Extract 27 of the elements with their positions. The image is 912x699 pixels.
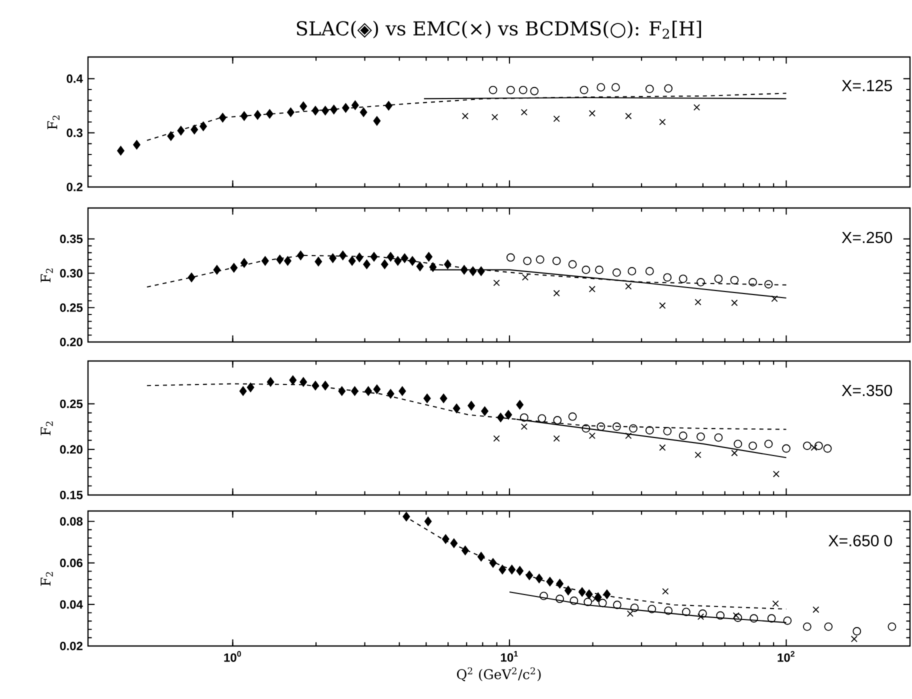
y-tick-label: 0.15 [60,490,83,500]
x-tick-label: 10$^{0}$ [224,651,241,662]
y-tick-label: 0.25 [60,303,83,312]
y-axis-title: F$_{2}$ [40,572,53,586]
y-tick-label: 0.06 [60,558,83,568]
y-tick-label: 0.08 [60,517,83,526]
y-tick-label: 0.4 [66,74,83,83]
y-axis-title: F$_{2}$ [40,422,53,436]
y-tick-label: 0.3 [66,128,83,138]
annotation: X=.125 [842,80,892,92]
y-tick-label: 0.25 [60,400,83,408]
annotation: X=.250 [842,232,892,244]
chart-title: SLAC(◈) vs EMC(×) vs BCDMS(○): F$_{2}$[H] [296,20,702,39]
annotation: X=.650 0 [828,535,892,546]
y-tick-label: 0.2 [66,182,82,192]
y-tick-label: 0.20 [60,338,82,346]
y-tick-label: 0.35 [60,234,83,244]
y-tick-label: 0.30 [60,269,82,278]
y-axis-title: F$_{2}$ [40,268,53,282]
y-tick-label: 0.04 [60,600,83,609]
y-tick-label: 0.20 [60,445,82,454]
y-tick-label: 0.02 [60,642,82,650]
annotation: X=.350 [842,384,892,396]
x-axis-title: Q$^{2}$ (GeV$^{2}$/c$^{2}$) [456,667,541,682]
x-tick-label: 10$^{2}$ [778,651,795,662]
x-tick-label: 10$^{1}$ [501,651,518,662]
y-axis-title: F$_{2}$ [47,116,60,130]
